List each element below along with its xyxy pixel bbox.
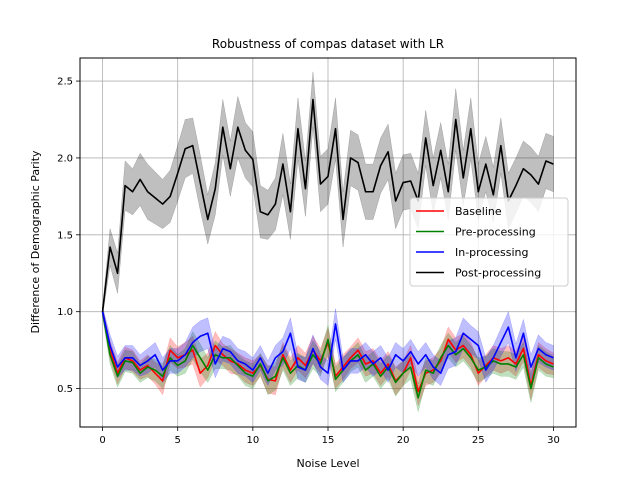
in-processing-band [102, 307, 554, 387]
y-tick-label: 0.5 [57, 384, 73, 395]
x-tick-label: 0 [99, 435, 105, 446]
legend-label-post-processing: Post-processing [455, 267, 541, 280]
x-axis-label: Noise Level [296, 457, 359, 470]
x-tick-label: 5 [175, 435, 181, 446]
x-tick-label: 25 [472, 435, 485, 446]
x-tick-label: 10 [246, 435, 259, 446]
chart-title: Robustness of compas dataset with LR [212, 37, 444, 51]
post-processing-band [102, 71, 554, 317]
legend-box [409, 197, 569, 287]
legend-label-in-processing: In-processing [455, 246, 528, 259]
pre-processing-line [101, 311, 554, 399]
pre-processing-band [102, 307, 554, 412]
y-tick-label: 1.5 [57, 230, 73, 241]
y-axis-label: Difference of Demographic Parity [29, 150, 42, 334]
legend-label-pre-processing: Pre-processing [455, 226, 536, 239]
x-tick-label: 20 [397, 435, 410, 446]
y-axis-ticks: 0.5 1.0 1.5 2.0 2.5 [57, 77, 80, 395]
series-lines [101, 98, 554, 399]
legend-label-baseline: Baseline [455, 205, 502, 218]
baseline-band [102, 307, 554, 407]
confidence-bands [102, 71, 554, 412]
y-tick-label: 1.0 [57, 307, 73, 318]
y-tick-label: 2.0 [57, 153, 73, 164]
post-processing-line [101, 98, 554, 312]
x-tick-label: 15 [322, 435, 335, 446]
y-tick-label: 2.5 [57, 77, 73, 88]
legend: Baseline Pre-processing In-processing Post-… [409, 197, 569, 287]
x-axis-ticks: 0 5 10 15 20 25 30 [99, 427, 560, 446]
in-processing-line [101, 311, 554, 374]
x-tick-label: 30 [547, 435, 560, 446]
